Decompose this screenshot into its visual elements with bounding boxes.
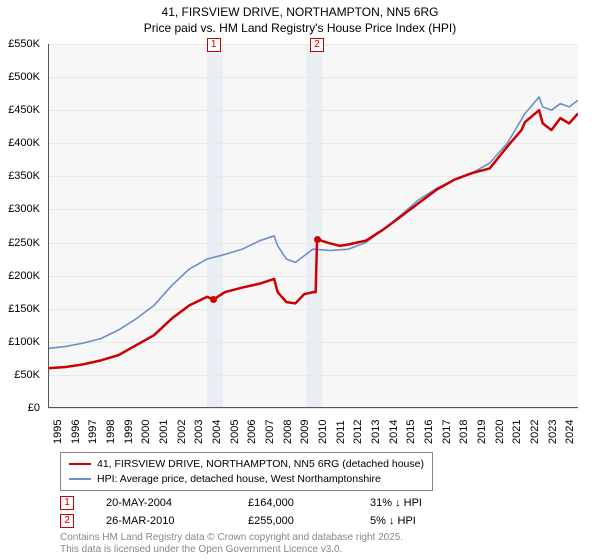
sale-date: 26-MAR-2010 <box>106 515 216 527</box>
footer-line-2: This data is licensed under the Open Gov… <box>60 544 403 556</box>
x-tick-label: 2011 <box>335 420 347 444</box>
legend-label: HPI: Average price, detached house, West… <box>97 472 381 487</box>
y-tick-label: £250K <box>8 237 40 249</box>
x-tick-label: 2022 <box>529 420 541 444</box>
chart-container: 41, FIRSVIEW DRIVE, NORTHAMPTON, NN5 6RG… <box>0 0 600 560</box>
x-tick-label: 2016 <box>423 420 435 444</box>
y-tick-label: £50K <box>14 369 40 381</box>
x-tick-label: 2002 <box>176 420 188 444</box>
x-tick-label: 2013 <box>370 420 382 444</box>
y-tick-label: £350K <box>8 170 40 182</box>
x-tick-label: 2023 <box>547 420 559 444</box>
y-tick-label: £550K <box>8 38 40 50</box>
sale-date: 20-MAY-2004 <box>106 497 216 509</box>
sale-row-0: 1 20-MAY-2004 £164,000 31% ↓ HPI <box>60 494 422 512</box>
legend-item-1: HPI: Average price, detached house, West… <box>69 472 424 487</box>
footer-line-1: Contains HM Land Registry data © Crown c… <box>60 532 403 544</box>
x-tick-label: 2010 <box>317 420 329 444</box>
y-tick-label: £0 <box>28 402 40 414</box>
sales-table: 1 20-MAY-2004 £164,000 31% ↓ HPI 2 26-MA… <box>60 494 422 530</box>
title-line-1: 41, FIRSVIEW DRIVE, NORTHAMPTON, NN5 6RG <box>0 4 600 20</box>
y-tick-label: £300K <box>8 203 40 215</box>
x-tick-label: 2008 <box>282 420 294 444</box>
x-tick-label: 1998 <box>105 420 117 444</box>
line-series-svg <box>48 44 578 408</box>
sale-price: £164,000 <box>248 497 338 509</box>
x-tick-label: 2021 <box>511 420 523 444</box>
sale-marker-icon: 1 <box>60 496 74 510</box>
x-tick-label: 2005 <box>229 420 241 444</box>
x-tick-label: 1995 <box>52 420 64 444</box>
y-tick-label: £450K <box>8 104 40 116</box>
legend-item-0: 41, FIRSVIEW DRIVE, NORTHAMPTON, NN5 6RG… <box>69 457 424 472</box>
sale-delta: 31% ↓ HPI <box>370 497 422 509</box>
x-tick-label: 2018 <box>458 420 470 444</box>
footer: Contains HM Land Registry data © Crown c… <box>60 532 403 556</box>
x-tick-label: 2020 <box>494 420 506 444</box>
x-tick-label: 1999 <box>123 420 135 444</box>
x-tick-label: 2000 <box>140 420 152 444</box>
x-tick-label: 2009 <box>299 420 311 444</box>
plot-area: 12 £0£50K£100K£150K£200K£250K£300K£350K£… <box>48 44 578 408</box>
sale-marker-icon: 2 <box>310 38 324 52</box>
sale-marker-icon: 2 <box>60 514 74 528</box>
x-tick-label: 2017 <box>441 420 453 444</box>
x-tick-label: 2019 <box>476 420 488 444</box>
x-tick-label: 1996 <box>70 420 82 444</box>
title-line-2: Price paid vs. HM Land Registry's House … <box>0 20 600 36</box>
x-tick-label: 2006 <box>246 420 258 444</box>
x-tick-label: 2003 <box>193 420 205 444</box>
y-tick-label: £150K <box>8 303 40 315</box>
x-tick-label: 2004 <box>211 420 223 444</box>
sale-price: £255,000 <box>248 515 338 527</box>
legend-swatch-icon <box>69 478 91 480</box>
x-tick-label: 2014 <box>388 420 400 444</box>
legend-label: 41, FIRSVIEW DRIVE, NORTHAMPTON, NN5 6RG… <box>97 457 424 472</box>
y-tick-label: £500K <box>8 71 40 83</box>
x-tick-label: 1997 <box>87 420 99 444</box>
y-tick-label: £200K <box>8 270 40 282</box>
y-tick-label: £400K <box>8 137 40 149</box>
x-tick-label: 2007 <box>264 420 276 444</box>
x-tick-label: 2001 <box>158 420 170 444</box>
sale-row-1: 2 26-MAR-2010 £255,000 5% ↓ HPI <box>60 512 422 530</box>
x-tick-label: 2012 <box>352 420 364 444</box>
series-line <box>48 97 578 348</box>
legend-swatch-icon <box>69 463 91 465</box>
sale-delta: 5% ↓ HPI <box>370 515 416 527</box>
x-tick-label: 2015 <box>405 420 417 444</box>
y-axis-labels: £0£50K£100K£150K£200K£250K£300K£350K£400… <box>0 44 44 408</box>
x-tick-label: 2024 <box>564 420 576 444</box>
y-tick-label: £100K <box>8 336 40 348</box>
legend: 41, FIRSVIEW DRIVE, NORTHAMPTON, NN5 6RG… <box>60 452 433 491</box>
title-block: 41, FIRSVIEW DRIVE, NORTHAMPTON, NN5 6RG… <box>0 0 600 36</box>
sale-marker-icon: 1 <box>207 38 221 52</box>
sale-point-icon <box>314 236 321 243</box>
